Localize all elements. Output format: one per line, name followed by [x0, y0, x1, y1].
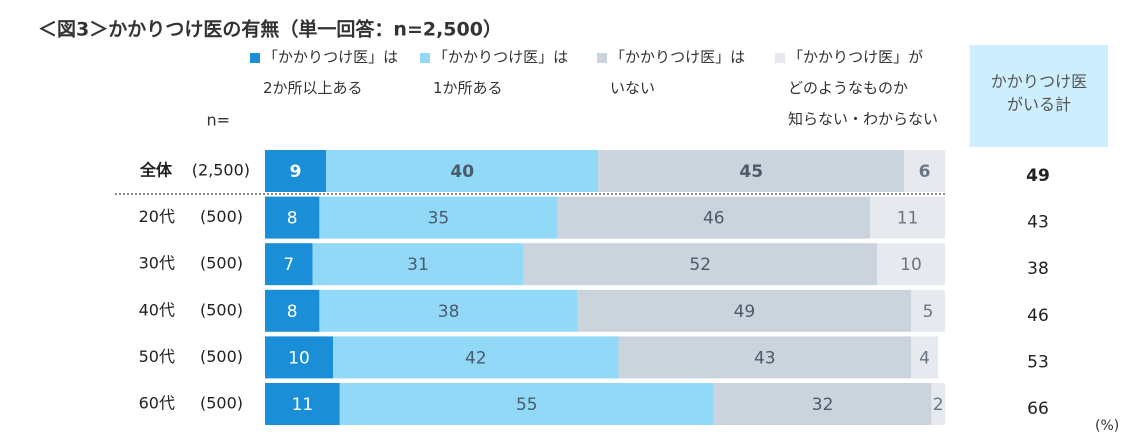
- sample-size: (2,500): [192, 161, 250, 180]
- unit-label: (%): [1095, 418, 1119, 434]
- value-label: 40: [450, 162, 474, 182]
- legend-label: 「かかりつけ医」は 1か所ある: [433, 48, 569, 97]
- bar-segment: [265, 196, 320, 239]
- value-label: 8: [287, 302, 298, 322]
- legend-label: 「かかりつけ医」が どのようなものか 知らない・わからない: [788, 48, 939, 128]
- total-value: 53: [1027, 352, 1049, 372]
- total-header-bg: [970, 45, 1108, 147]
- category-label: 全体: [139, 161, 173, 180]
- value-label: 10: [900, 255, 922, 275]
- bar-segment: [265, 383, 340, 425]
- value-label: 8: [287, 209, 298, 229]
- bar-segment: [931, 383, 945, 425]
- legend-swatch: [250, 53, 260, 63]
- legend-label: 「かかりつけ医」は いない: [610, 48, 746, 97]
- bar-segment: [312, 243, 524, 286]
- value-label: 49: [734, 302, 756, 322]
- value-label: 11: [897, 209, 919, 229]
- legend-swatch: [597, 53, 607, 63]
- bar-segment: [618, 336, 911, 379]
- n-label: n=: [206, 111, 230, 130]
- total-value: 43: [1027, 213, 1049, 233]
- chart-title: ＜図3＞かかりつけ医の有無（単一回答：n=2,500）: [38, 18, 502, 41]
- bar-segment: [265, 150, 327, 192]
- value-label: 42: [465, 348, 487, 368]
- value-label: 32: [812, 395, 834, 415]
- bar-segment: [870, 196, 945, 239]
- legend-label: 「かかりつけ医」は 2か所以上ある: [263, 48, 399, 97]
- value-label: 55: [516, 395, 538, 415]
- sample-size: (500): [200, 300, 243, 319]
- sample-size: (500): [200, 254, 243, 273]
- category-label: 30代: [139, 254, 175, 273]
- legend-swatch: [775, 53, 785, 63]
- category-label: 50代: [139, 347, 175, 366]
- bar-segment: [598, 150, 905, 192]
- sample-size: (500): [200, 347, 243, 366]
- bar-segment: [333, 336, 619, 379]
- bar-segment: [877, 243, 945, 286]
- value-label: 43: [754, 348, 776, 368]
- total-header: かかりつけ医 がいる計: [990, 72, 1088, 114]
- bar-segment: [577, 289, 911, 332]
- value-label: 5: [923, 302, 934, 322]
- bar-segment: [523, 243, 877, 286]
- value-label: 11: [292, 395, 314, 415]
- bar-segment: [904, 150, 945, 192]
- category-label: 40代: [139, 300, 175, 319]
- value-label: 31: [407, 255, 429, 275]
- bar-segment: [339, 383, 714, 425]
- bar-segment: [265, 336, 333, 379]
- bar-segment: [265, 243, 313, 286]
- category-label: 20代: [139, 207, 175, 226]
- value-label: 45: [739, 162, 763, 182]
- value-label: 2: [933, 395, 944, 415]
- sample-size: (500): [200, 207, 243, 226]
- value-label: 38: [438, 302, 460, 322]
- category-label: 60代: [139, 394, 175, 413]
- value-label: 9: [290, 162, 302, 182]
- bar-segment: [326, 150, 599, 192]
- total-value: 38: [1027, 259, 1049, 279]
- total-value: 66: [1027, 399, 1049, 419]
- bar-segment: [319, 196, 558, 239]
- total-value: 49: [1026, 166, 1050, 186]
- bar-segment: [911, 289, 945, 332]
- bar-segment: [713, 383, 932, 425]
- value-label: 52: [689, 255, 711, 275]
- value-label: 7: [283, 255, 294, 275]
- bar-segment: [911, 336, 939, 379]
- value-label: 6: [919, 162, 931, 182]
- value-label: 46: [703, 209, 725, 229]
- value-label: 35: [428, 209, 450, 229]
- bar-segment: [557, 196, 871, 239]
- total-value: 46: [1027, 306, 1049, 326]
- value-label: 10: [288, 348, 310, 368]
- value-label: 4: [919, 348, 930, 368]
- bar-segment: [319, 289, 578, 332]
- bar-segment: [265, 289, 320, 332]
- sample-size: (500): [200, 394, 243, 413]
- legend-swatch: [420, 53, 430, 63]
